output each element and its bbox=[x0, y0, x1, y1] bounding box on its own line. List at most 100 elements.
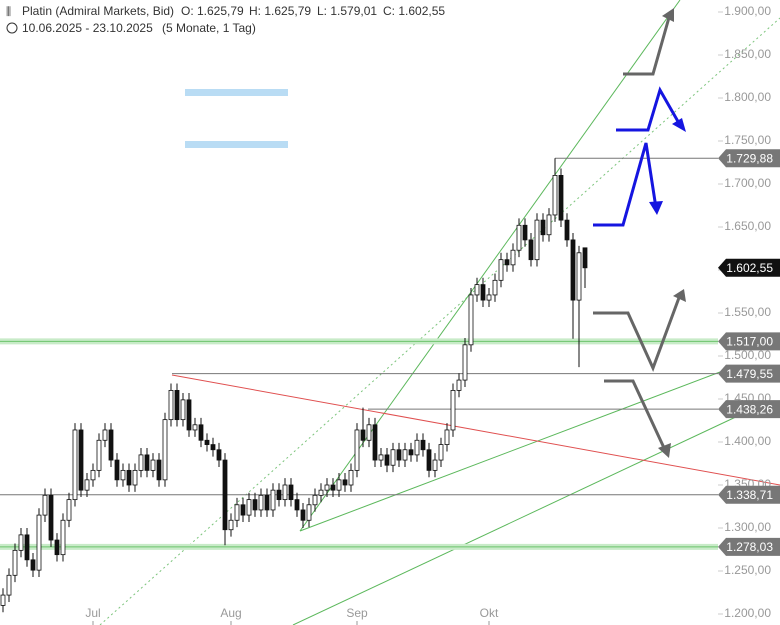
level-tag bbox=[718, 332, 780, 351]
level-label: 1.338,71 bbox=[726, 488, 773, 502]
candle-body bbox=[0, 594, 6, 606]
arrow bbox=[593, 294, 682, 372]
candle-body bbox=[438, 444, 444, 461]
candle-body bbox=[330, 484, 336, 491]
candle-body bbox=[294, 499, 300, 511]
candle-body bbox=[270, 489, 276, 511]
candle-body bbox=[534, 219, 540, 261]
candle-body bbox=[60, 519, 66, 556]
arrow-head bbox=[672, 118, 686, 132]
candle-body bbox=[84, 479, 90, 491]
candle-body bbox=[426, 449, 432, 471]
candle-body bbox=[306, 504, 312, 521]
candle-body bbox=[432, 459, 438, 471]
candle-body bbox=[558, 174, 564, 221]
candle-body bbox=[390, 449, 396, 466]
candle-body bbox=[150, 459, 156, 471]
level-tag bbox=[718, 364, 780, 383]
quote: L: 1.579,01 bbox=[317, 4, 377, 18]
candle-body bbox=[264, 494, 270, 511]
candle-body bbox=[474, 284, 480, 296]
candle-body bbox=[180, 399, 186, 421]
y-tick-label: 1.500,00 bbox=[724, 348, 771, 362]
y-tick-label: 1.750,00 bbox=[724, 133, 771, 147]
layout-drawings bbox=[99, 0, 780, 625]
arrows bbox=[593, 8, 686, 458]
candle-body bbox=[126, 469, 132, 486]
candle-body bbox=[288, 484, 294, 501]
y-tick-label: 1.850,00 bbox=[724, 47, 771, 61]
candle-body bbox=[366, 424, 372, 441]
candle-body bbox=[138, 454, 144, 471]
candle-body bbox=[486, 294, 492, 301]
y-tick-label: 1.250,00 bbox=[724, 563, 771, 577]
candle-body bbox=[18, 534, 24, 551]
candle-body bbox=[468, 294, 474, 346]
candle-body bbox=[348, 469, 354, 486]
candle-body bbox=[552, 174, 558, 216]
y-tick-label: 1.800,00 bbox=[724, 90, 771, 104]
y-tick-label: 1.700,00 bbox=[724, 176, 771, 190]
x-tick-label: Okt bbox=[480, 606, 499, 620]
candle-body bbox=[312, 494, 318, 506]
candle-body bbox=[156, 459, 162, 481]
candle-body bbox=[66, 499, 72, 521]
candle-body bbox=[510, 249, 516, 266]
level-tag bbox=[718, 485, 780, 504]
trend-line bbox=[99, 17, 780, 625]
candle-body bbox=[462, 344, 468, 381]
candle-body bbox=[42, 494, 48, 516]
y-tick-label: 1.300,00 bbox=[724, 520, 771, 534]
candle-body bbox=[222, 459, 228, 531]
arrow bbox=[623, 13, 672, 76]
candle-body bbox=[174, 389, 180, 421]
arrow bbox=[593, 142, 658, 227]
candle-body bbox=[72, 429, 78, 501]
candle-body bbox=[54, 539, 60, 556]
candle-body bbox=[372, 424, 378, 461]
current-price-tag bbox=[718, 258, 780, 277]
candle-body bbox=[240, 504, 246, 516]
candle-body bbox=[522, 224, 528, 241]
candle-body bbox=[258, 494, 264, 511]
candle-body bbox=[546, 214, 552, 236]
level-label: 1.278,03 bbox=[726, 540, 773, 554]
level-label: 1.729,88 bbox=[726, 151, 773, 165]
candle-body bbox=[198, 424, 204, 441]
candle-body bbox=[576, 252, 582, 301]
candle-body bbox=[318, 489, 324, 496]
candle-body bbox=[456, 379, 462, 391]
y-tick-label: 1.550,00 bbox=[724, 305, 771, 319]
legend-bar bbox=[185, 141, 288, 148]
level-tag bbox=[718, 400, 780, 419]
legend-bar bbox=[185, 89, 288, 96]
candle-body bbox=[90, 469, 96, 481]
candle-body bbox=[102, 429, 108, 441]
candle-body bbox=[132, 469, 138, 486]
candle-body bbox=[162, 419, 168, 481]
quote: H: 1.625,79 bbox=[249, 4, 311, 18]
candle-body bbox=[384, 454, 390, 466]
candle-body bbox=[192, 424, 198, 431]
candle-body bbox=[540, 219, 546, 236]
level-label: 1.438,26 bbox=[726, 402, 773, 416]
arrow-head bbox=[673, 289, 686, 302]
candle-body bbox=[408, 449, 414, 456]
candle-body bbox=[378, 454, 384, 461]
candle-body bbox=[498, 259, 504, 281]
candle-body bbox=[120, 469, 126, 481]
candle-body bbox=[570, 239, 576, 301]
icon: ⫼ bbox=[6, 6, 11, 18]
title: Platin (Admiral Markets, Bid) bbox=[22, 4, 174, 18]
candle-body bbox=[234, 504, 240, 521]
candle-body bbox=[450, 389, 456, 431]
trend-line bbox=[171, 374, 780, 486]
level-tag bbox=[718, 537, 780, 556]
quote: O: 1.625,79 bbox=[181, 4, 244, 18]
candle-body bbox=[504, 259, 510, 266]
candle-body bbox=[108, 429, 114, 461]
level-label: 1.517,00 bbox=[726, 335, 773, 349]
quote: C: 1.602,55 bbox=[383, 4, 445, 18]
arrow-head bbox=[662, 8, 674, 22]
